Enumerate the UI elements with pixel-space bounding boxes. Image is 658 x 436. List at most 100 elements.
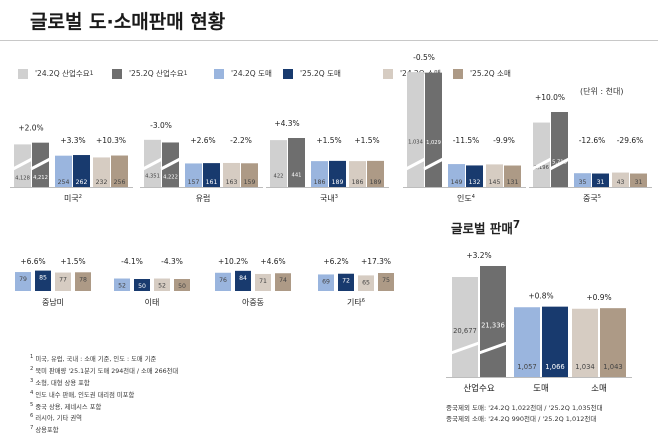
retail-bar: [223, 162, 240, 187]
demand-bar-label: 441: [292, 173, 302, 179]
retail-bar-label: 43: [617, 179, 625, 186]
wholesale-bar: [514, 307, 540, 377]
retail-bar: [367, 160, 384, 187]
legend-swatch: [18, 68, 28, 79]
retail-bar-label: 1,043: [603, 363, 622, 371]
retail-bar: [93, 157, 110, 187]
retail-bar-label: 50: [178, 283, 186, 290]
wholesale-bar-label: 1,057: [517, 363, 536, 371]
legend-label: '25.2Q 도매: [300, 69, 341, 78]
wholesale-bar-label: 76: [219, 277, 227, 284]
change-label: +17.3%: [361, 257, 391, 266]
axis-break-mark: [405, 157, 426, 171]
unit-label: (단위 : 천대): [580, 87, 624, 96]
retail-bar: [378, 273, 394, 291]
wholesale-bar-label: 132: [469, 179, 481, 186]
region-label: 아중동: [242, 297, 264, 307]
wholesale-bar-label: 69: [322, 278, 330, 285]
retail-bar: [486, 164, 503, 187]
wholesale-bar: [592, 173, 609, 187]
region-label: 미국2: [64, 194, 82, 203]
wholesale-bar: [235, 270, 251, 291]
axis-break-mark: [531, 157, 552, 171]
wholesale-bar: [73, 155, 90, 187]
change-label: +10.0%: [535, 93, 565, 102]
retail-bar-label: 65: [362, 279, 370, 286]
wholesale-bar: [35, 270, 51, 291]
legend-label: '25.2Q 산업수요: [129, 69, 184, 78]
axis-break-mark: [30, 157, 51, 171]
footnote-num: 4: [30, 389, 34, 396]
demand-bar-label: 1,029: [426, 140, 441, 146]
wholesale-bar: [114, 278, 130, 291]
category-label: 소매: [591, 384, 607, 394]
region-label: 이태: [145, 297, 160, 307]
retail-bar-label: 145: [489, 179, 501, 186]
change-label: +3.2%: [466, 251, 491, 260]
change-label: -2.2%: [230, 136, 252, 145]
change-label: -11.5%: [453, 136, 480, 145]
global-sales-title: 글로벌 판매7: [451, 218, 520, 237]
page-title: 글로벌 도·소매판매 현황: [30, 11, 226, 33]
legend-swatch: [214, 68, 224, 79]
footnote-text: 미국, 유럽, 국내 : 소매 기준, 인도 : 도매 기준: [35, 356, 157, 364]
region-label: 중남미: [42, 298, 64, 307]
footnote-num: 1: [30, 354, 34, 360]
wholesale-bar-label: 1,066: [545, 363, 564, 371]
region-label: 인도4: [457, 193, 475, 203]
demand-bar: [452, 277, 478, 377]
retail-bar-label: 78: [79, 276, 87, 283]
demand-bar-label: 422: [274, 174, 284, 180]
demand-bar: [533, 122, 550, 187]
axis-break-mark: [450, 341, 480, 355]
demand-bar: [480, 265, 506, 377]
change-label: +1.5%: [316, 136, 341, 145]
retail-bar: [572, 308, 598, 377]
demand-bar: [551, 112, 568, 187]
legend-item-retail-25: '25.2Q 소매: [453, 68, 511, 79]
retail-bar-label: 75: [382, 277, 390, 284]
legend-swatch: [283, 68, 293, 79]
title-divider: [0, 40, 658, 41]
global-note: 중국제외 도매: '24.2Q 1,022천대 / '25.2Q 1,035천대: [446, 404, 603, 412]
retail-bar: [75, 272, 91, 291]
footnote: 3 소형, 대형 상용 포함: [30, 377, 178, 389]
change-label: +2.0%: [18, 124, 43, 133]
wholesale-bar-label: 149: [451, 179, 463, 186]
wholesale-bar: [215, 272, 231, 291]
global-sales-title-text: 글로벌 판매: [451, 221, 513, 236]
demand-bar-label: 4,222: [163, 175, 178, 181]
wholesale-bar: [15, 272, 31, 291]
wholesale-bar-label: 52: [118, 283, 126, 290]
demand-bar-label: 1,034: [408, 140, 424, 146]
change-label: +4.6%: [260, 257, 285, 266]
change-label: -12.6%: [579, 136, 606, 145]
footnote-text: 소형, 대형 상용 포함: [35, 379, 90, 387]
demand-bar-label: 5,196: [534, 165, 549, 171]
region-label: 국내3: [320, 194, 338, 203]
region-sup: 2: [79, 194, 82, 200]
footnote-num: 2: [30, 365, 34, 372]
global-sales-title-sup: 7: [512, 218, 521, 231]
footnote: 2 북미 판매량 '25.1분기 도매 294천대 / 소매 266천대: [30, 365, 178, 377]
wholesale-bar-label: 31: [597, 179, 605, 186]
wholesale-bar-label: 262: [76, 179, 88, 186]
retail-bar-label: 163: [226, 179, 238, 186]
wholesale-bar-label: 161: [206, 179, 218, 186]
wholesale-bar: [134, 279, 150, 291]
change-label: +10.3%: [96, 136, 126, 145]
retail-bar-label: 77: [59, 277, 67, 284]
footnote-num: 7: [30, 425, 34, 432]
retail-bar: [55, 272, 71, 291]
retail-bar: [154, 278, 170, 291]
legend-item-demand-24: '24.2Q 산업수요 1: [18, 68, 94, 79]
demand-bar: [425, 72, 442, 187]
legend-label: '24.2Q 도매: [231, 69, 272, 78]
retail-bar: [358, 275, 374, 291]
region-sup: 4: [472, 194, 475, 200]
demand-bar-label: 21,336: [481, 321, 505, 329]
global-notes: 중국제외 도매: '24.2Q 1,022천대 / '25.2Q 1,035천대…: [446, 403, 603, 425]
footnote-num: 3: [30, 377, 34, 384]
footnote-num: 6: [30, 413, 34, 420]
legend-item-demand-25: '25.2Q 산업수요 1: [112, 68, 188, 79]
